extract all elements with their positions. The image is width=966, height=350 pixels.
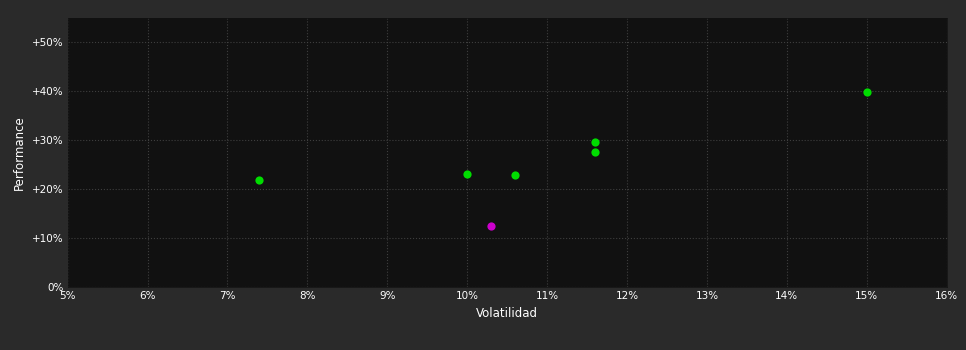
Point	[252, 177, 268, 183]
Point	[460, 172, 475, 177]
Point	[483, 223, 498, 229]
Point	[587, 149, 603, 155]
Point	[507, 173, 523, 178]
Point	[587, 140, 603, 145]
X-axis label: Volatilidad: Volatilidad	[476, 307, 538, 320]
Y-axis label: Performance: Performance	[14, 115, 26, 190]
Point	[859, 89, 874, 95]
